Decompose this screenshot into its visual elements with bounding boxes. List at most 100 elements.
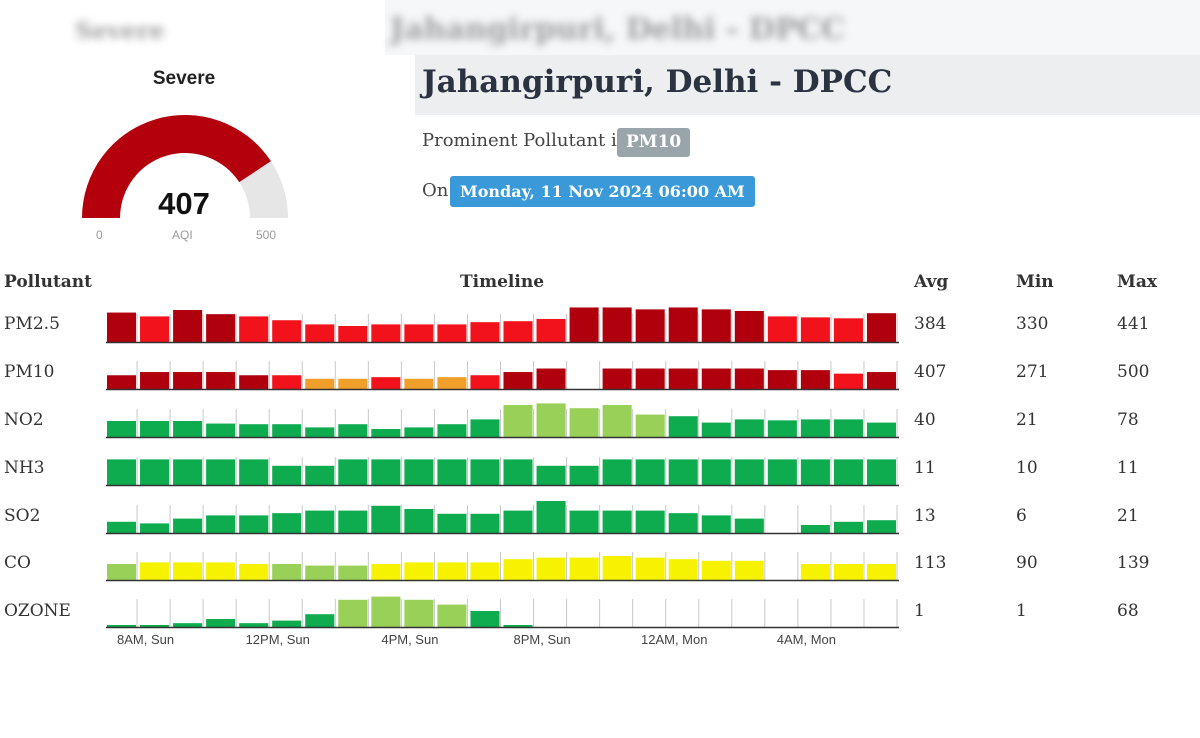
bar-co-4[interactable]: [239, 564, 269, 580]
bar-so2-8[interactable]: [371, 505, 401, 533]
bar-co-7[interactable]: [338, 565, 368, 580]
bar-pm25-10[interactable]: [437, 324, 467, 342]
bar-so2-19[interactable]: [734, 518, 764, 533]
bar-pm25-7[interactable]: [338, 326, 368, 342]
bar-ozone-10[interactable]: [437, 604, 467, 627]
bar-pm10-22[interactable]: [833, 373, 863, 389]
bar-so2-13[interactable]: [536, 501, 566, 533]
bar-pm25-19[interactable]: [734, 310, 764, 342]
bar-pm25-15[interactable]: [602, 307, 632, 342]
bar-co-1[interactable]: [140, 562, 170, 580]
bar-so2-14[interactable]: [569, 510, 599, 533]
bar-pm10-9[interactable]: [404, 378, 434, 389]
bar-co-8[interactable]: [371, 564, 401, 580]
bar-pm25-23[interactable]: [866, 313, 896, 342]
bar-pm25-4[interactable]: [239, 316, 269, 342]
bar-pm10-8[interactable]: [371, 377, 401, 389]
bar-co-12[interactable]: [503, 559, 533, 580]
bar-nh3-8[interactable]: [371, 459, 401, 485]
bar-pm10-4[interactable]: [239, 375, 269, 389]
bar-co-0[interactable]: [107, 564, 137, 580]
bar-pm25-13[interactable]: [536, 318, 566, 342]
bar-co-5[interactable]: [272, 564, 302, 580]
bar-so2-18[interactable]: [701, 515, 731, 533]
bar-no2-19[interactable]: [734, 419, 764, 437]
bar-so2-5[interactable]: [272, 513, 302, 533]
bar-so2-0[interactable]: [107, 521, 137, 533]
bar-so2-2[interactable]: [173, 518, 203, 533]
bar-nh3-20[interactable]: [767, 459, 797, 485]
bar-so2-6[interactable]: [305, 510, 335, 533]
bar-co-21[interactable]: [800, 564, 830, 580]
bar-pm25-1[interactable]: [140, 316, 170, 342]
bar-so2-12[interactable]: [503, 510, 533, 533]
bar-co-10[interactable]: [437, 562, 467, 580]
bar-nh3-1[interactable]: [140, 459, 170, 485]
bar-no2-16[interactable]: [635, 414, 665, 437]
bar-co-15[interactable]: [602, 556, 632, 580]
bar-pm25-3[interactable]: [206, 314, 236, 342]
bar-pm25-2[interactable]: [173, 310, 203, 342]
bar-nh3-9[interactable]: [404, 459, 434, 485]
bar-co-19[interactable]: [734, 560, 764, 580]
bar-no2-13[interactable]: [536, 403, 566, 437]
bar-co-2[interactable]: [173, 562, 203, 580]
bar-no2-2[interactable]: [173, 421, 203, 437]
bar-so2-15[interactable]: [602, 510, 632, 533]
bar-pm25-12[interactable]: [503, 321, 533, 342]
bar-pm10-17[interactable]: [668, 368, 698, 389]
bar-co-6[interactable]: [305, 565, 335, 580]
bar-no2-23[interactable]: [866, 422, 896, 437]
bar-co-22[interactable]: [833, 564, 863, 580]
bar-nh3-14[interactable]: [569, 465, 599, 485]
bar-nh3-13[interactable]: [536, 465, 566, 485]
bar-pm10-5[interactable]: [272, 375, 302, 389]
bar-nh3-21[interactable]: [800, 459, 830, 485]
bar-ozone-2[interactable]: [173, 623, 203, 627]
bar-pm25-14[interactable]: [569, 307, 599, 342]
bar-nh3-15[interactable]: [602, 459, 632, 485]
bar-ozone-12[interactable]: [503, 625, 533, 627]
bar-pm10-1[interactable]: [140, 372, 170, 389]
bar-pm10-21[interactable]: [800, 370, 830, 389]
bar-pm10-6[interactable]: [305, 378, 335, 389]
bar-pm10-15[interactable]: [602, 368, 632, 389]
bar-pm10-20[interactable]: [767, 370, 797, 389]
bar-pm25-16[interactable]: [635, 309, 665, 342]
bar-co-3[interactable]: [206, 562, 236, 580]
bar-nh3-23[interactable]: [866, 459, 896, 485]
bar-ozone-4[interactable]: [239, 623, 269, 627]
bar-pm10-10[interactable]: [437, 377, 467, 389]
bar-pm10-18[interactable]: [701, 368, 731, 389]
bar-so2-4[interactable]: [239, 515, 269, 533]
bar-pm25-21[interactable]: [800, 317, 830, 342]
bar-pm10-12[interactable]: [503, 372, 533, 389]
bar-so2-9[interactable]: [404, 509, 434, 533]
bar-no2-6[interactable]: [305, 427, 335, 437]
bar-ozone-9[interactable]: [404, 599, 434, 627]
bar-ozone-7[interactable]: [338, 599, 368, 627]
bar-co-18[interactable]: [701, 560, 731, 580]
bar-no2-0[interactable]: [107, 421, 137, 437]
bar-ozone-11[interactable]: [470, 611, 500, 627]
bar-nh3-0[interactable]: [107, 459, 137, 485]
bar-pm25-0[interactable]: [107, 312, 137, 342]
bar-so2-22[interactable]: [833, 521, 863, 533]
bar-no2-18[interactable]: [701, 422, 731, 437]
bar-nh3-10[interactable]: [437, 459, 467, 485]
bar-pm25-20[interactable]: [767, 316, 797, 342]
bar-no2-21[interactable]: [800, 419, 830, 437]
bar-co-14[interactable]: [569, 557, 599, 580]
bar-nh3-18[interactable]: [701, 459, 731, 485]
bar-so2-1[interactable]: [140, 523, 170, 533]
bar-no2-14[interactable]: [569, 408, 599, 437]
bar-so2-11[interactable]: [470, 513, 500, 533]
bar-nh3-7[interactable]: [338, 459, 368, 485]
bar-ozone-3[interactable]: [206, 619, 236, 627]
bar-no2-11[interactable]: [470, 419, 500, 437]
bar-pm10-19[interactable]: [734, 368, 764, 389]
bar-pm25-18[interactable]: [701, 309, 731, 342]
bar-no2-3[interactable]: [206, 423, 236, 437]
bar-pm10-2[interactable]: [173, 372, 203, 389]
bar-pm25-8[interactable]: [371, 324, 401, 342]
